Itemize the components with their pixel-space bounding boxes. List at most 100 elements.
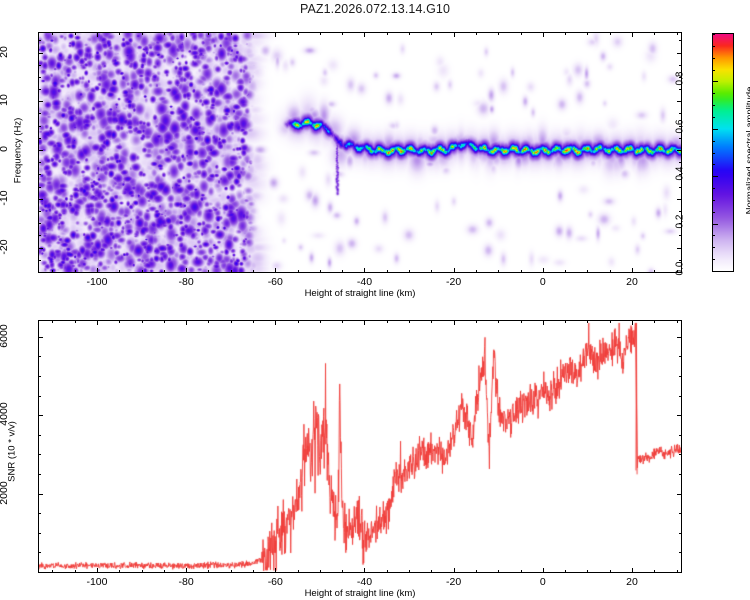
y-tick — [38, 415, 43, 417]
y-minor-tick — [679, 40, 682, 42]
x-minor-tick — [253, 320, 254, 323]
y-tick — [677, 415, 682, 417]
y-minor-tick — [679, 162, 682, 164]
y-minor-tick — [38, 174, 41, 176]
x-minor-tick — [342, 270, 344, 273]
colorbar-minor-tick — [712, 116, 715, 118]
x-tick-label: -100 — [86, 576, 108, 588]
colorbar-minor-tick — [712, 45, 715, 47]
x-minor-tick — [119, 320, 121, 323]
y-minor-tick — [38, 552, 41, 554]
x-minor-tick — [52, 32, 54, 35]
x-minor-tick — [342, 320, 344, 323]
y-minor-tick — [38, 272, 41, 273]
x-tick — [275, 32, 277, 37]
x-minor-tick — [386, 320, 388, 323]
x-minor-tick — [520, 320, 522, 323]
x-tick-label: -100 — [86, 276, 108, 288]
x-minor-tick — [119, 570, 121, 573]
y-minor-tick — [679, 76, 682, 78]
x-tick — [542, 568, 544, 573]
y-minor-tick — [679, 532, 682, 534]
x-tick-label: -80 — [178, 576, 194, 588]
x-minor-tick — [253, 270, 254, 273]
x-minor-tick — [498, 570, 500, 573]
x-tick-label: 0 — [539, 276, 546, 288]
colorbar-minor-tick — [712, 259, 715, 261]
x-minor-tick — [409, 570, 411, 573]
x-minor-tick — [676, 570, 678, 573]
x-tick — [96, 320, 98, 325]
colorbar-minor-tick — [712, 57, 715, 59]
y-minor-tick — [679, 113, 682, 115]
x-tick — [96, 268, 98, 273]
x-minor-tick — [676, 270, 678, 273]
spectrogram-image — [39, 33, 681, 272]
y-tick — [677, 198, 682, 200]
x-minor-tick — [141, 270, 143, 273]
colorbar-tick — [712, 176, 718, 178]
y-tick — [38, 52, 43, 54]
x-tick-label: -60 — [267, 576, 283, 588]
y-minor-tick — [38, 356, 41, 358]
x-tick — [453, 320, 455, 325]
page-title: PAZ1.2026.072.13.14.G10 — [299, 2, 451, 16]
x-minor-tick — [230, 320, 232, 323]
y-minor-tick — [38, 513, 41, 515]
x-minor-tick — [52, 320, 54, 323]
x-minor-tick — [587, 270, 589, 273]
x-tick-label: 20 — [626, 276, 638, 288]
x-minor-tick — [386, 32, 388, 35]
x-minor-tick — [297, 320, 299, 323]
snr-plot-area — [39, 321, 681, 572]
x-minor-tick — [208, 320, 210, 323]
x-minor-tick — [319, 570, 321, 573]
x-minor-tick — [141, 32, 143, 35]
colorbar-minor-tick — [712, 188, 715, 190]
y-minor-tick — [38, 395, 41, 397]
colorbar-minor-tick — [712, 211, 715, 213]
x-tick-label: 20 — [626, 576, 638, 588]
x-minor-tick — [163, 270, 165, 273]
x-tick — [542, 268, 544, 273]
y-minor-tick — [38, 76, 41, 78]
y-minor-tick — [38, 259, 41, 261]
x-minor-tick — [654, 320, 656, 323]
y-minor-tick — [679, 375, 682, 377]
y-minor-tick — [38, 186, 41, 188]
x-tick — [364, 268, 366, 273]
y-tick — [38, 150, 43, 152]
x-minor-tick — [409, 32, 411, 35]
x-minor-tick — [52, 570, 54, 573]
y-minor-tick — [679, 186, 682, 188]
x-minor-tick — [74, 320, 76, 323]
y-minor-tick — [38, 211, 41, 213]
x-minor-tick — [676, 320, 678, 323]
x-tick — [96, 568, 98, 573]
snr-x-axis-title: Height of straight line (km) — [304, 588, 416, 599]
y-minor-tick — [679, 223, 682, 225]
y-minor-tick — [679, 235, 682, 237]
x-tick-label: -20 — [446, 576, 462, 588]
y-minor-tick — [679, 137, 682, 139]
colorbar-gradient — [713, 34, 733, 271]
x-minor-tick — [230, 570, 232, 573]
spectrogram-y-axis-title: Frequency (Hz) — [12, 117, 24, 184]
colorbar-minor-tick — [712, 93, 715, 95]
colorbar-minor-tick — [712, 140, 715, 142]
y-minor-tick — [679, 356, 682, 358]
y-minor-tick — [38, 125, 41, 127]
x-minor-tick — [342, 570, 344, 573]
y-minor-tick — [38, 532, 41, 534]
colorbar-minor-tick — [712, 235, 715, 237]
y-minor-tick — [38, 162, 41, 164]
y-tick-label: -20 — [0, 239, 10, 255]
x-minor-tick — [654, 270, 656, 273]
x-minor-tick — [520, 270, 522, 273]
x-minor-tick — [253, 570, 254, 573]
x-tick — [631, 268, 633, 273]
x-minor-tick — [297, 570, 299, 573]
x-tick — [631, 320, 633, 325]
x-minor-tick — [520, 570, 522, 573]
spectrogram-plot-area — [39, 33, 681, 272]
